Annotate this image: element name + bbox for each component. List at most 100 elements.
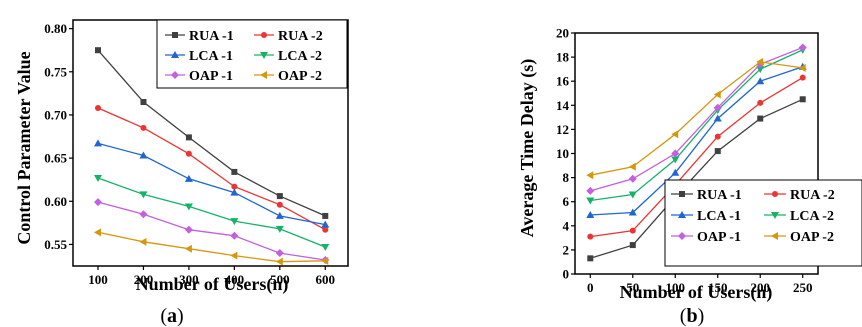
chart-a-legend-label: LCA -2 [278,49,322,64]
chart-b-data-point [629,242,636,249]
chart-a-y-tick-label: 0.65 [44,151,67,166]
chart-a-data-point [276,201,283,208]
chart-b-panel-label-close: ) [698,305,705,327]
chart-a-data-point [230,231,239,240]
chart-b-legend-marker [772,191,778,197]
chart-b-panel-label-open: ( [680,305,687,327]
chart-a-data-point [140,99,147,105]
chart-b-data-point [628,208,637,216]
chart-b-data-point [587,233,594,240]
chart-a-legend-marker [260,52,268,59]
chart-b-data-point [799,74,806,81]
chart-a-x-tick-label: 200 [134,272,154,287]
chart-a-legend-marker [261,32,267,38]
chart-a-y-tick-label: 0.60 [44,194,67,209]
chart-a-x-tick-label: 500 [270,272,290,287]
chart-b-y-tick-label: 16 [556,74,570,89]
chart-b-y-tick-label: 12 [556,122,569,137]
chart-b-legend-label: RUA -2 [790,188,835,203]
chart-b-legend-box [664,179,862,267]
chart-b-y-tick-label: 6 [563,194,570,209]
chart-a-legend-item: LCA -2 [254,49,322,64]
chart-b-series-line [590,46,803,192]
chart-b-data-point [586,186,595,195]
chart-b-x-axis-label: Number of Users(n) [620,282,773,303]
chart-a-data-point [185,134,192,141]
chart-a-series-line [97,177,326,248]
chart-b-legend-marker [678,211,686,218]
chart-a-series-line [97,231,326,263]
chart-a-data-point [275,211,284,219]
chart-b-data-point [798,43,807,52]
chart-b-series [586,43,807,262]
chart-b-series-line [590,49,803,202]
chart-a-series-line [97,49,326,217]
chart-a-data-point [276,193,283,200]
chart-b-x-tick-label: 200 [750,280,770,295]
chart-a-data-point [184,225,193,234]
chart-b-legend-item: OAP -1 [671,230,741,245]
chart-b-y-axis-label: Average Time Delay (s) [517,59,538,237]
chart-panel-a: 100 200 300 400 500 600 0.55 0.60 0.65 0.70 0.75 0.… [14,19,349,327]
chart-a-legend-item: RUA -2 [254,29,323,44]
chart-b-legend-item: LCA -2 [764,209,834,224]
chart-b-series-line [590,61,803,176]
chart-a-data-point [275,257,283,266]
chart-b-legend-item: RUA -1 [671,188,742,203]
chart-a-legend-marker [171,71,179,79]
chart-b-data-point [629,227,636,234]
chart-b-data-point [756,77,765,85]
chart-a-data-point [94,228,101,237]
chart-b-legend-item: LCA -1 [671,209,741,224]
chart-b-data-point [586,197,595,205]
chart-a-data-point [230,251,238,260]
chart-b-legend-label: OAP -1 [697,230,741,245]
chart-b-y-tick-label: 8 [563,170,570,185]
chart-b-data-point [628,191,637,199]
chart-a-panel-label-letter: a [167,305,177,327]
chart-b-legend: RUA -1 RUA -2 LCA -1 LCA -2 OAP -1 OAP -2 [664,179,862,267]
chart-b-data-point [757,115,764,122]
chart-a-series-6 [94,228,329,266]
chart-a-legend: RUA -1 RUA -2 LCA -1 LCA -2 OAP -1 OAP -2 [156,19,348,89]
chart-b-y-tick-label: 0 [563,267,570,282]
chart-a-data-point [322,226,329,233]
chart-a-series-2 [95,105,329,233]
chart-a-x-tick-label: 300 [179,272,199,287]
chart-a-data-point [230,218,239,226]
chart-a-data-point [185,150,192,157]
chart-a-panel-label-open: ( [160,305,167,327]
chart-b-legend-item: RUA -2 [764,188,835,203]
chart-a-legend-item: OAP -2 [254,69,322,84]
chart-a-data-point [275,249,284,258]
chart-a-data-point [140,124,147,131]
chart-a-data-point [139,191,148,199]
chart-a-legend-box [156,19,348,89]
chart-a-series-line [97,107,326,231]
chart-a-x-tick-label: 400 [225,272,245,287]
chart-b-data-point [713,103,722,112]
chart-a-data-point [231,183,238,190]
chart-a-data-point [230,188,239,196]
chart-b-data-point [671,149,680,158]
chart-a-data-point [139,210,148,219]
chart-a-legend-marker [260,71,267,79]
chart-b-y-tick-label: 4 [563,218,570,233]
chart-a-series [94,47,330,266]
chart-a-legend-item: OAP -1 [165,69,233,84]
chart-a-data-point [95,47,101,54]
chart-b-legend-label: OAP -2 [790,230,834,245]
chart-a-axes: 100 200 300 400 500 600 0.55 0.60 0.65 0.70 0.75 0.… [44,21,335,287]
chart-b-x-tick-label: 150 [708,280,728,295]
chart-b-data-point [799,96,806,103]
chart-b-x-tick-label: 100 [666,280,686,295]
chart-a-data-point [184,174,193,182]
chart-a-data-point [184,244,192,253]
chart-a-series-line [97,201,326,261]
chart-a-x-axis-label: Number of Users(n) [136,274,289,295]
chart-b-data-point [628,174,637,183]
chart-a-legend-item: RUA -1 [165,29,234,44]
chart-a-legend-marker [172,32,178,38]
chart-b-data-point [757,99,764,106]
